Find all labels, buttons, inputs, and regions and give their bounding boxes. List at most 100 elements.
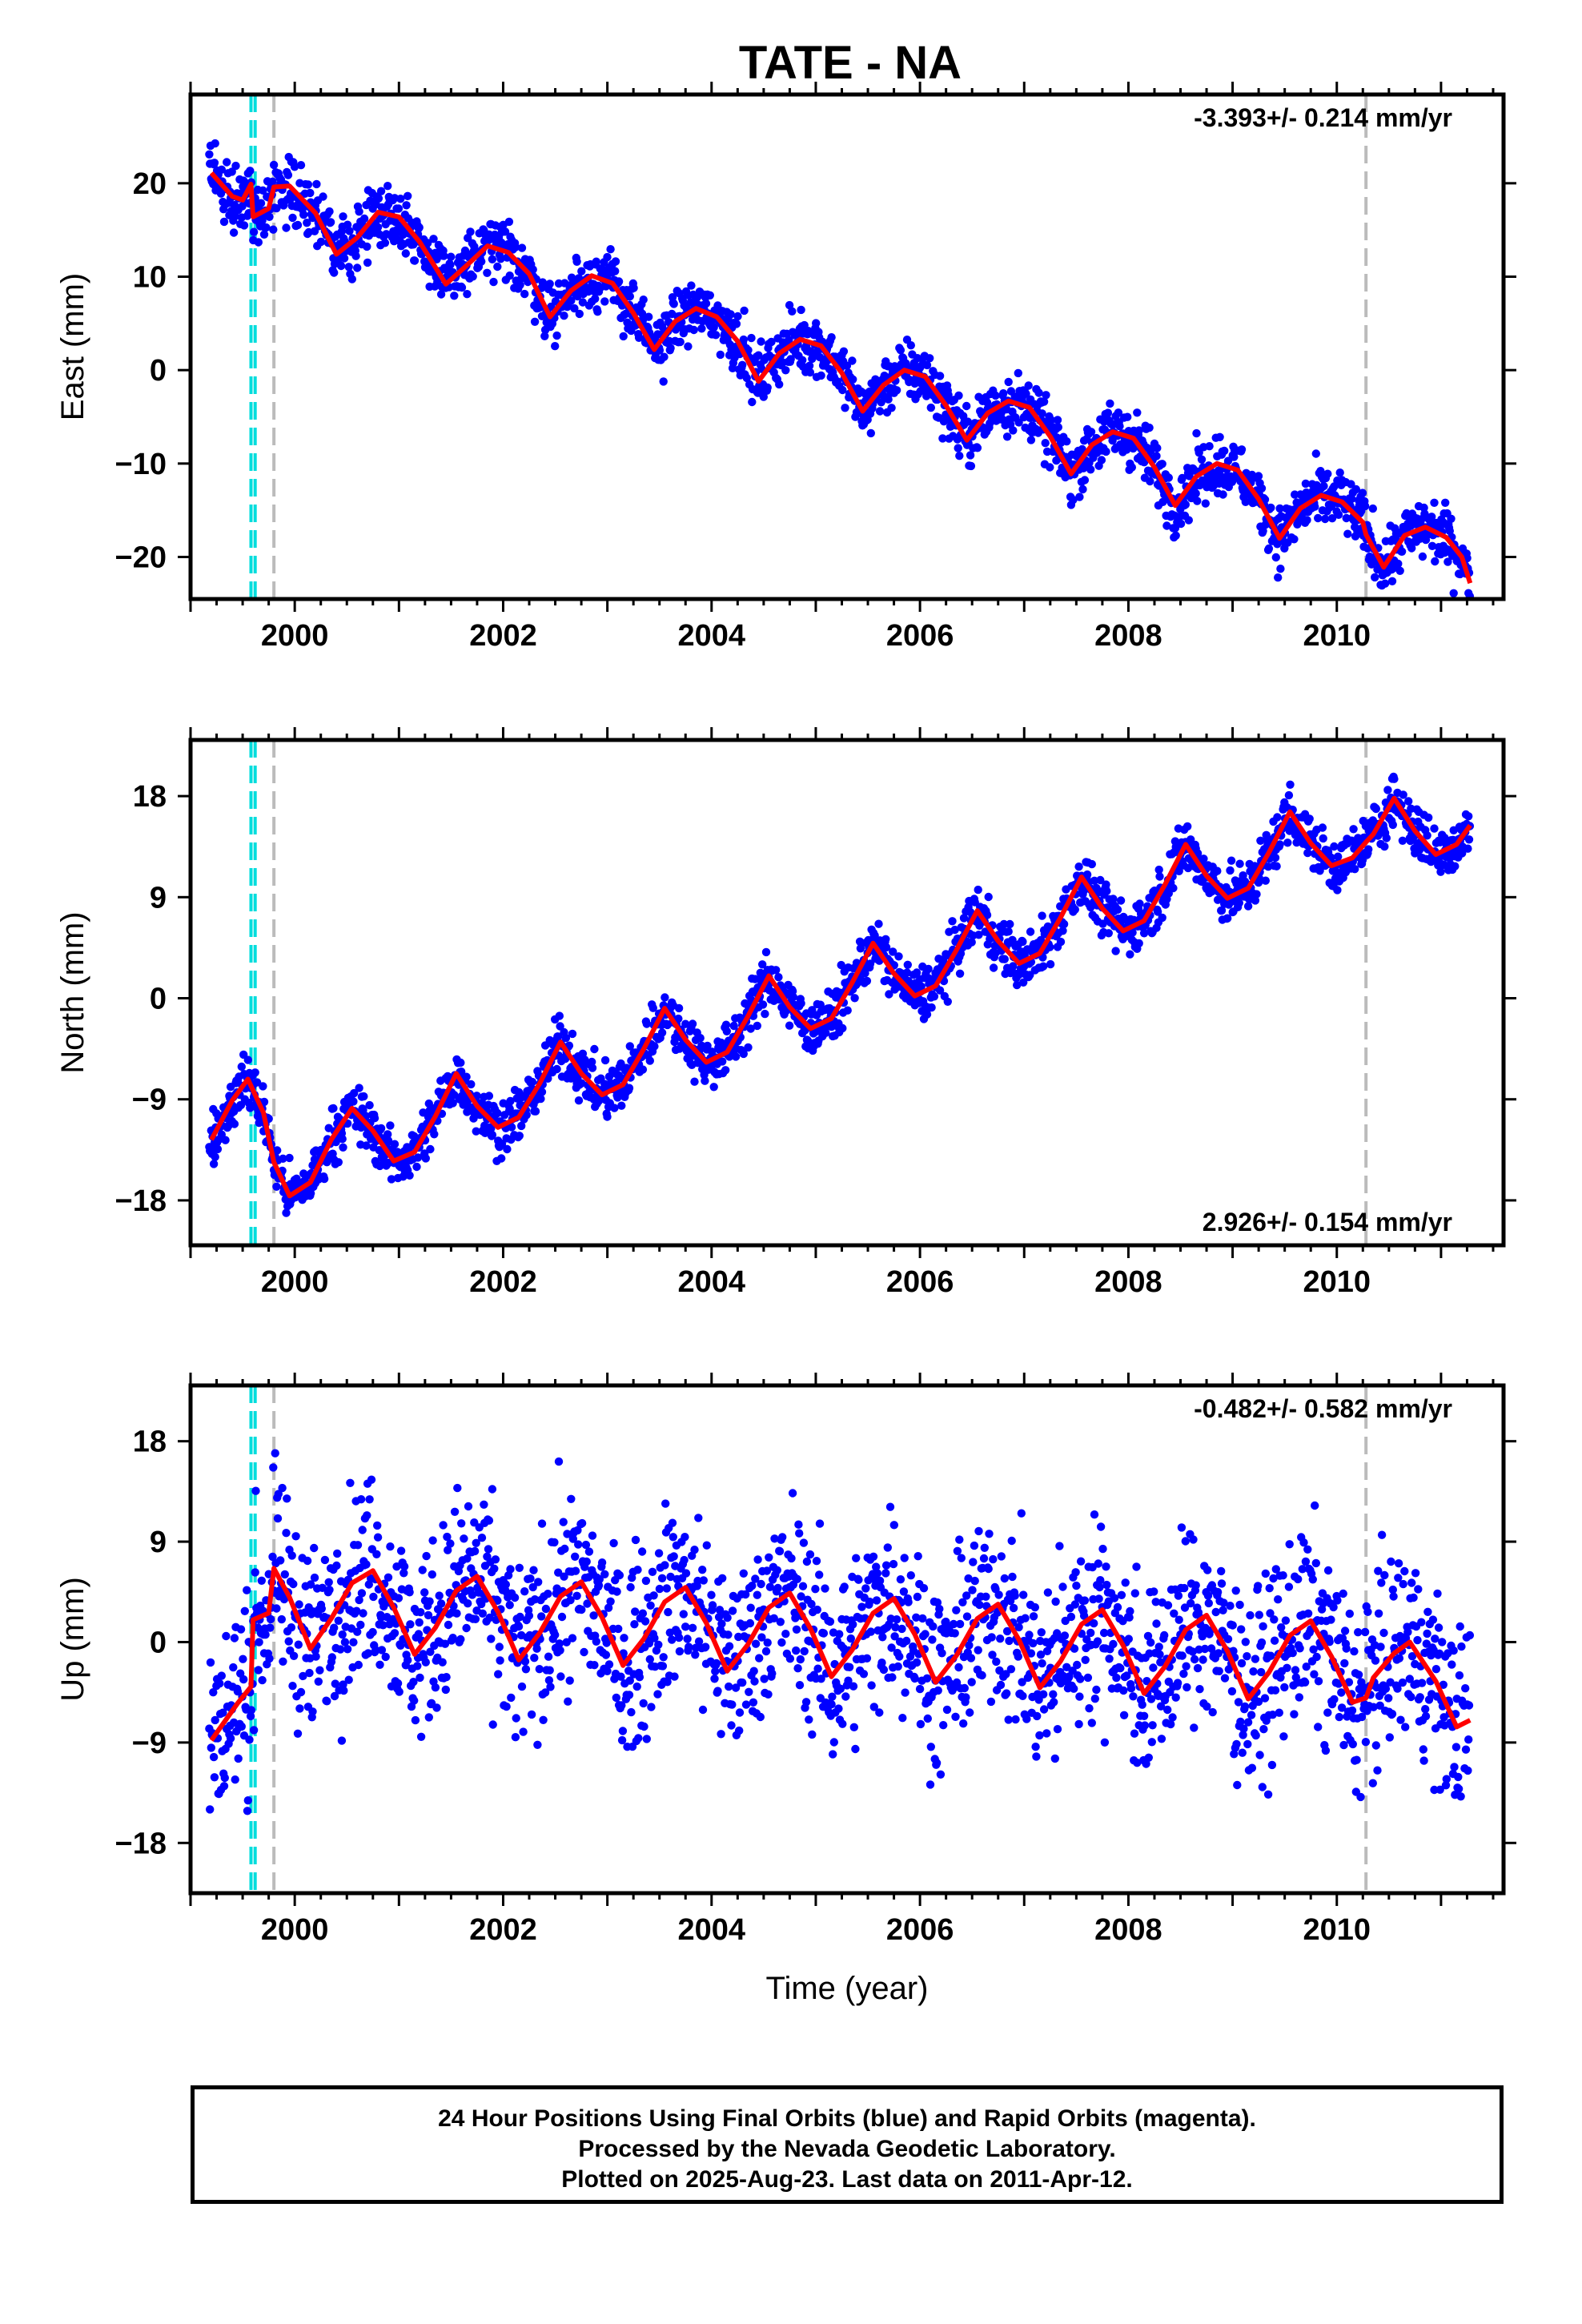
data-point	[450, 292, 459, 300]
data-point	[1191, 489, 1200, 498]
data-point	[861, 969, 869, 978]
data-point	[1235, 859, 1244, 868]
data-point	[555, 1639, 564, 1648]
data-point	[1181, 500, 1191, 509]
data-point	[541, 1604, 551, 1614]
data-point	[1219, 490, 1227, 499]
data-point	[1407, 544, 1416, 553]
data-point	[1183, 822, 1192, 831]
data-point	[827, 333, 836, 342]
data-point	[572, 257, 581, 266]
data-point	[903, 960, 913, 970]
data-point	[540, 1688, 550, 1697]
data-point	[668, 1635, 677, 1644]
data-point	[571, 1566, 580, 1575]
data-point	[336, 1645, 345, 1654]
data-point	[1069, 496, 1078, 505]
data-point	[629, 283, 638, 292]
data-point	[428, 1536, 437, 1545]
data-point	[251, 1486, 260, 1495]
data-point	[1103, 408, 1113, 417]
data-point	[577, 1079, 586, 1088]
data-point	[763, 383, 772, 392]
data-point	[659, 377, 668, 386]
data-point	[259, 1097, 269, 1107]
data-point	[698, 1705, 708, 1715]
data-point	[1271, 553, 1281, 562]
data-point	[334, 1616, 343, 1626]
data-point	[1382, 834, 1391, 842]
data-point	[512, 1714, 520, 1723]
data-point	[691, 1651, 700, 1659]
data-point	[621, 309, 631, 318]
data-point	[540, 332, 549, 340]
data-point	[573, 1526, 582, 1535]
data-point	[669, 300, 678, 308]
data-point	[515, 1563, 524, 1573]
data-point	[1419, 503, 1428, 513]
data-point	[1115, 422, 1124, 431]
data-point	[280, 1570, 289, 1579]
data-point	[575, 309, 584, 319]
data-point	[544, 1652, 553, 1661]
y-tick-label: −20	[115, 541, 167, 575]
data-point	[1451, 862, 1460, 870]
data-point	[601, 1651, 611, 1659]
data-point	[1235, 899, 1244, 907]
data-point	[507, 1123, 516, 1132]
data-point	[606, 245, 615, 254]
data-point	[753, 1021, 761, 1031]
data-point	[421, 1658, 430, 1667]
data-point	[722, 1027, 731, 1036]
data-point	[511, 243, 520, 251]
data-point	[991, 391, 1000, 400]
data-point	[554, 1457, 564, 1466]
data-point	[1260, 495, 1270, 504]
data-point	[595, 1574, 604, 1584]
data-point	[339, 1686, 348, 1695]
data-point	[702, 1541, 711, 1550]
data-point	[1368, 504, 1378, 513]
data-point	[536, 1094, 545, 1104]
data-point	[363, 1511, 371, 1520]
rate-label: 2.926+/- 0.154 mm/yr	[1203, 1208, 1452, 1236]
data-point	[742, 373, 751, 383]
data-point	[265, 1654, 274, 1663]
data-point	[614, 1624, 623, 1634]
data-point	[669, 1533, 677, 1542]
data-point	[639, 1699, 648, 1708]
data-point	[723, 1613, 732, 1622]
data-point	[422, 1551, 431, 1561]
data-point	[528, 1077, 537, 1087]
data-point	[287, 1623, 296, 1632]
data-point	[505, 271, 514, 280]
data-point	[261, 1630, 270, 1639]
data-point	[372, 1550, 381, 1559]
data-point	[617, 1701, 626, 1710]
data-point	[277, 1614, 286, 1624]
data-point	[866, 428, 876, 438]
data-point	[986, 935, 994, 943]
data-point	[646, 1601, 655, 1610]
data-point	[848, 356, 857, 365]
data-point	[1205, 442, 1214, 451]
data-point	[1464, 812, 1473, 821]
data-point	[624, 1084, 634, 1092]
data-point	[862, 976, 872, 986]
data-point	[279, 1594, 289, 1604]
data-point	[381, 1652, 390, 1662]
data-point	[850, 994, 859, 1003]
data-point	[604, 1603, 613, 1612]
data-point	[269, 1463, 278, 1472]
data-point	[1004, 927, 1013, 936]
data-point	[726, 310, 735, 319]
data-point	[1102, 447, 1110, 456]
data-point	[906, 341, 916, 350]
data-point	[491, 1555, 500, 1564]
data-point	[217, 165, 226, 174]
data-point	[332, 1561, 341, 1570]
data-point	[386, 1121, 395, 1130]
data-point	[293, 1729, 303, 1738]
data-point	[560, 1544, 569, 1554]
data-point	[1080, 476, 1090, 485]
